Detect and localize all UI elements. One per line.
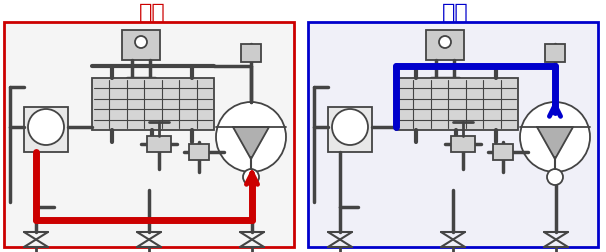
Bar — [24, 107, 68, 152]
Bar — [147, 136, 171, 152]
Circle shape — [28, 109, 64, 145]
Bar — [92, 78, 214, 130]
Bar — [308, 22, 598, 247]
Bar — [189, 144, 209, 160]
Bar — [426, 30, 464, 60]
Circle shape — [216, 102, 286, 172]
Text: 新式: 新式 — [442, 3, 468, 23]
Circle shape — [439, 36, 451, 48]
Polygon shape — [537, 127, 573, 159]
Bar — [122, 30, 160, 60]
Bar — [451, 136, 475, 152]
Text: 以往: 以往 — [139, 3, 165, 23]
Circle shape — [547, 169, 563, 185]
Bar — [545, 44, 565, 62]
Circle shape — [135, 36, 147, 48]
Bar — [328, 107, 372, 152]
Bar — [4, 22, 294, 247]
Circle shape — [520, 102, 590, 172]
Polygon shape — [233, 127, 269, 159]
Bar — [396, 78, 518, 130]
Circle shape — [332, 109, 368, 145]
Bar — [241, 44, 261, 62]
Circle shape — [243, 169, 259, 185]
Bar — [493, 144, 513, 160]
